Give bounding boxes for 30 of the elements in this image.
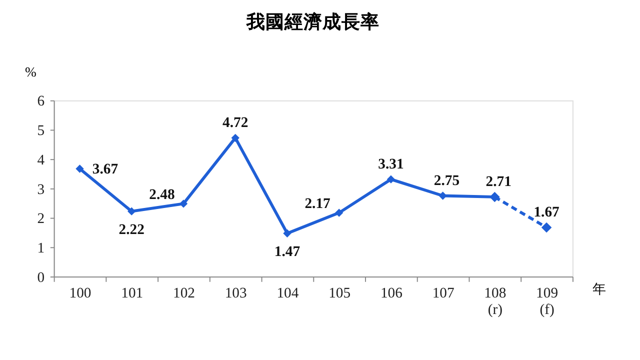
- data-label: 2.71: [486, 174, 512, 190]
- x-axis-title: 年: [592, 282, 607, 297]
- data-label: 2.75: [434, 173, 460, 190]
- x-tick-label: 106: [380, 286, 402, 302]
- data-label: 3.67: [92, 162, 118, 178]
- x-tick-label: 105: [328, 286, 351, 302]
- data-label: 1.47: [274, 244, 300, 260]
- y-tick-label: 1: [37, 240, 45, 257]
- y-tick-label: 6: [37, 94, 45, 110]
- y-tick-label: 3: [37, 182, 45, 198]
- y-tick-label: 4: [37, 152, 46, 168]
- x-tick-label: 103: [224, 286, 247, 302]
- x-tick-label: 100: [69, 286, 92, 302]
- y-axis-title: %: [24, 64, 36, 80]
- x-tick-label: 101: [121, 286, 144, 302]
- data-label: 4.72: [222, 115, 248, 132]
- y-tick-label: 0: [37, 270, 45, 286]
- data-label: 2.17: [304, 196, 330, 212]
- x-tick-label: 109 (f): [536, 286, 558, 318]
- x-tick-label: 102: [172, 286, 195, 302]
- y-tick-label: 5: [37, 123, 45, 140]
- data-label: 1.67: [534, 204, 560, 221]
- chart-title: 我國經濟成長率: [246, 10, 380, 33]
- x-tick-label: 107: [432, 286, 454, 302]
- data-label: 2.48: [149, 186, 175, 203]
- x-tick-label: 108 (r): [484, 286, 506, 318]
- data-label: 2.22: [118, 222, 144, 238]
- x-tick-label: 104: [276, 286, 300, 302]
- data-label: 3.31: [378, 156, 404, 173]
- y-tick-label: 2: [37, 211, 45, 228]
